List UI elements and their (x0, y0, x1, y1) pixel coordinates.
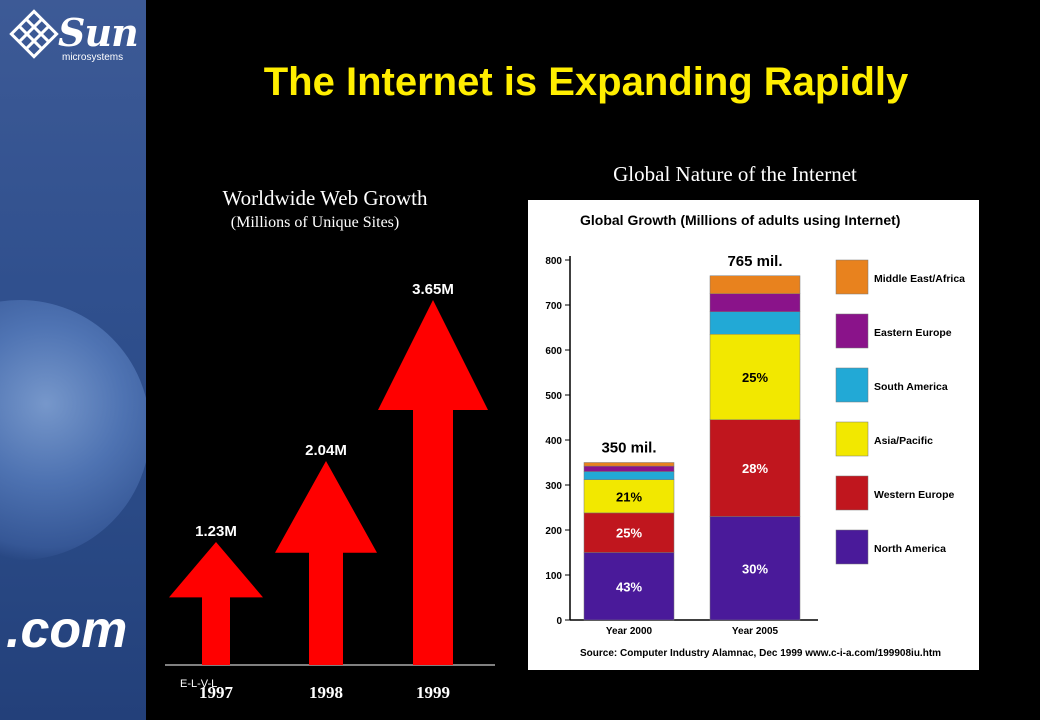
arrow-1998 (275, 461, 377, 665)
slide-title: The Internet is Expanding Rapidly (263, 60, 909, 104)
dotcom-text: .com (6, 601, 128, 659)
bar-segment (583, 465, 675, 472)
bar-segment (709, 419, 801, 517)
bar-segment (709, 293, 801, 312)
bar-segment (709, 516, 801, 621)
category-label: Year 2005 (732, 626, 779, 637)
legend-swatch (835, 367, 869, 403)
y-tick-label: 500 (545, 391, 562, 402)
y-tick-label: 0 (556, 616, 562, 627)
value-label-1997: 1.23M (195, 523, 237, 540)
segment-label: 30% (742, 561, 768, 576)
arrow-1997 (169, 542, 263, 665)
y-tick-label: 100 (545, 571, 562, 582)
year-label-1999: 1999 (416, 683, 450, 702)
legend-label: Asia/Pacific (874, 435, 933, 447)
bar-segment (709, 334, 801, 420)
web-growth-chart: 1.23M 1997 2.04M 1998 3.65M 1999 (165, 281, 495, 702)
sidebar: Sun microsystems .com (0, 0, 146, 720)
panel-source: Source: Computer Industry Alamnac, Dec 1… (580, 648, 942, 659)
legend-label: Western Europe (874, 489, 954, 501)
segment-label: 43% (616, 579, 642, 594)
total-label: 765 mil. (727, 253, 782, 270)
bar-segment (709, 311, 801, 335)
sun-diamond-icon (9, 9, 59, 59)
logo-word: Sun (58, 10, 139, 55)
legend-swatch (835, 475, 869, 511)
legend-swatch (835, 529, 869, 565)
value-label-1998: 2.04M (305, 442, 347, 459)
year-label-1997: 1997 (199, 683, 234, 702)
y-tick-label: 800 (545, 256, 562, 267)
y-tick-label: 400 (545, 436, 562, 447)
arrow-1999 (378, 300, 488, 665)
right-heading: Global Nature of the Internet (613, 162, 857, 186)
panel-title: Global Growth (Millions of adults using … (580, 212, 901, 228)
y-tick-label: 700 (545, 301, 562, 312)
bar-segment (709, 275, 801, 294)
left-chart-title: Worldwide Web Growth (222, 186, 428, 210)
small-mark: E-L-V-L (180, 678, 218, 690)
legend-swatch (835, 421, 869, 457)
y-tick-label: 600 (545, 346, 562, 357)
y-tick-label: 200 (545, 526, 562, 537)
sun-logo (8, 8, 146, 74)
logo-subtitle: microsystems (62, 52, 124, 63)
legend-swatch (835, 259, 869, 295)
y-tick-label: 300 (545, 481, 562, 492)
segment-label: 25% (616, 526, 642, 541)
global-growth-chart: 0 100 200 300 400 500 600 700 800 43% 25% 21% 350 mi… (545, 253, 965, 637)
global-growth-panel: 0 100 200 300 400 500 600 700 800 43% 25% 21% 350 mi… (528, 200, 979, 670)
left-chart-subtitle: (Millions of Unique Sites) (230, 214, 400, 231)
bar-segment (583, 479, 675, 514)
segment-label: 25% (742, 370, 768, 385)
legend-label: South America (874, 381, 948, 393)
bar-segment (583, 471, 675, 480)
legend-label: Eastern Europe (874, 327, 952, 339)
globe-image (0, 300, 146, 560)
segment-label: 28% (742, 461, 768, 476)
category-label: Year 2000 (606, 626, 653, 637)
legend-label: North America (874, 543, 946, 555)
value-label-1999: 3.65M (412, 281, 454, 298)
bar-segment (583, 462, 675, 467)
bar-segment (583, 512, 675, 553)
segment-label: 21% (616, 489, 642, 504)
legend-label: Middle East/Africa (874, 273, 965, 285)
total-label: 350 mil. (601, 440, 656, 457)
year-label-1998: 1998 (309, 683, 343, 702)
legend-swatch (835, 313, 869, 349)
